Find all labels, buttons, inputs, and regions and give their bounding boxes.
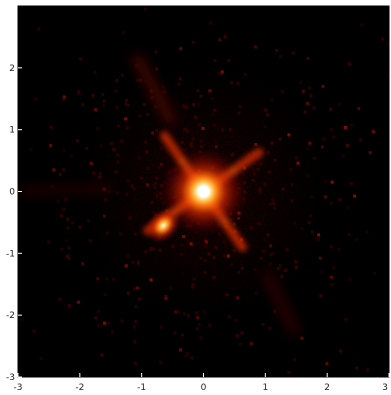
x-axis: -3 -2 -1 0 1 2 3: [14, 373, 390, 393]
y-tick-label: 1: [9, 126, 15, 136]
x-tick-label: 3: [382, 383, 388, 393]
source-1: [158, 146, 249, 237]
x-tick-label: 2: [324, 383, 330, 393]
faint-streaks: [18, 53, 301, 336]
source-2: [145, 208, 181, 243]
x-tick-label: 0: [201, 383, 207, 393]
y-tick-label: -2: [6, 311, 15, 321]
y-axis: 2 1 0 -1 -2 -3: [6, 64, 22, 383]
x-tick-label: 1: [262, 383, 268, 393]
y-tick-label: 0: [9, 188, 15, 198]
y-tick-label: 2: [9, 64, 15, 74]
heatmap-image: [18, 7, 389, 377]
x-tick-label: -2: [75, 383, 84, 393]
y-tick-label: -3: [6, 373, 15, 383]
x-tick-label: -1: [137, 383, 146, 393]
x-tick-label: -3: [14, 383, 23, 393]
y-tick-label: -1: [6, 249, 15, 259]
